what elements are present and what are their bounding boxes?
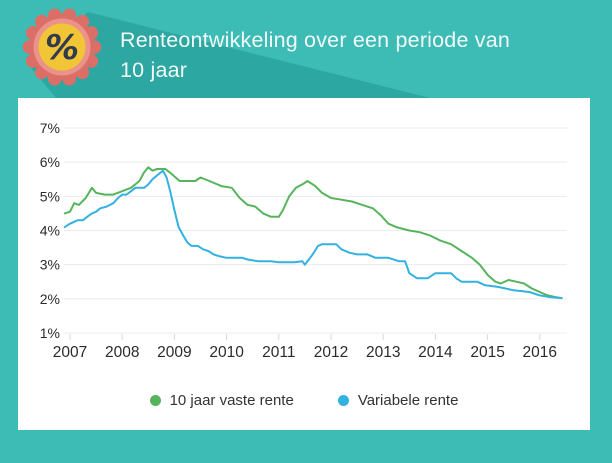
y-axis-tick-label: 4% bbox=[40, 222, 60, 238]
percent-badge-icon: % bbox=[22, 8, 102, 86]
title-line-1: Renteontwikkeling over een periode van bbox=[120, 28, 511, 52]
percent-symbol: % bbox=[45, 28, 79, 68]
y-axis-tick-label: 3% bbox=[40, 257, 60, 273]
x-axis-tick-label: 2011 bbox=[262, 344, 295, 361]
header: % Renteontwikkeling over een periode van… bbox=[0, 0, 612, 98]
x-axis-tick-label: 2016 bbox=[523, 344, 557, 361]
legend-label-vaste-rente: 10 jaar vaste rente bbox=[169, 392, 294, 409]
x-axis-tick-label: 2014 bbox=[418, 344, 453, 361]
legend-item-vaste-rente: 10 jaar vaste rente bbox=[149, 392, 294, 409]
chart-card: 7% 6% 5% 4% 3% 2% 1% 2007 2008 2009 2010 2011 2012 20… bbox=[18, 98, 590, 430]
x-axis-tick-label: 2008 bbox=[105, 344, 139, 361]
badge-yellow-circle bbox=[38, 23, 86, 71]
x-axis-tick-label: 2015 bbox=[470, 344, 504, 361]
y-axis-tick-label: 7% bbox=[40, 120, 60, 136]
series-line-0 bbox=[63, 166, 563, 300]
page-title: Renteontwikkeling over een periode van 1… bbox=[120, 25, 510, 85]
x-axis-tick-label: 2012 bbox=[314, 344, 348, 361]
x-axis-tick-label: 2009 bbox=[157, 344, 191, 361]
series-line-1 bbox=[63, 169, 563, 300]
title-line-2: 10 jaar bbox=[120, 58, 188, 82]
legend-label-variabele-rente: Variabele rente bbox=[357, 392, 459, 409]
chart-legend: 10 jaar vaste rente Variabele rente bbox=[18, 392, 590, 409]
y-axis-tick-label: 1% bbox=[40, 325, 60, 341]
legend-item-variabele-rente: Variabele rente bbox=[337, 392, 459, 409]
legend-dot-green bbox=[149, 395, 161, 406]
y-axis-tick-label: 2% bbox=[40, 291, 60, 307]
legend-dot-blue bbox=[337, 395, 349, 406]
x-axis-tick-label: 2013 bbox=[366, 344, 400, 361]
y-axis-tick-label: 5% bbox=[40, 188, 60, 204]
y-axis-tick-label: 6% bbox=[40, 154, 60, 170]
x-axis-tick-label: 2007 bbox=[53, 344, 87, 361]
x-axis-tick-label: 2010 bbox=[209, 344, 244, 361]
line-chart: 7% 6% 5% 4% 3% 2% 1% 2007 2008 2009 2010 2011 2012 20… bbox=[40, 120, 567, 361]
